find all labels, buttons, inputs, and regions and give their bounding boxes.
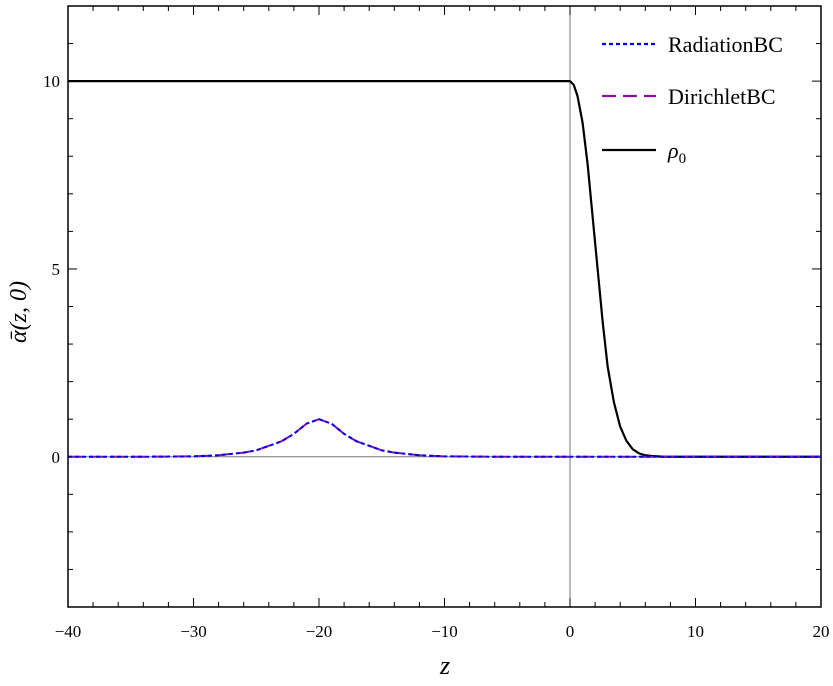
series-line-0 xyxy=(68,418,821,458)
x-tick-label: −10 xyxy=(431,622,458,641)
x-tick-label: −30 xyxy=(180,622,207,641)
x-axis-label: z xyxy=(439,651,450,680)
x-tick-label: −20 xyxy=(306,622,333,641)
legend-label-0: RadiationBC xyxy=(668,32,783,57)
legend-label-2: ρ0 xyxy=(667,138,686,167)
plot-frame xyxy=(67,5,822,608)
x-tick-label: 0 xyxy=(566,622,575,641)
y-axis-label: ᾱ(z, 0) xyxy=(6,281,32,343)
y-tick-label: 0 xyxy=(52,448,61,467)
x-tick-label: −40 xyxy=(55,622,82,641)
y-tick-label: 10 xyxy=(43,72,60,91)
tick-labels: −40 −30 −20 −10 0 10 20 0 5 10 xyxy=(43,72,830,641)
series-layer xyxy=(68,80,821,458)
legend-label-1: DirichletBC xyxy=(668,84,776,109)
x-tick-label: 10 xyxy=(687,622,704,641)
y-tick-label: 5 xyxy=(52,260,61,279)
x-tick-label: 20 xyxy=(813,622,830,641)
legend: RadiationBC DirichletBC ρ0 xyxy=(602,32,783,167)
